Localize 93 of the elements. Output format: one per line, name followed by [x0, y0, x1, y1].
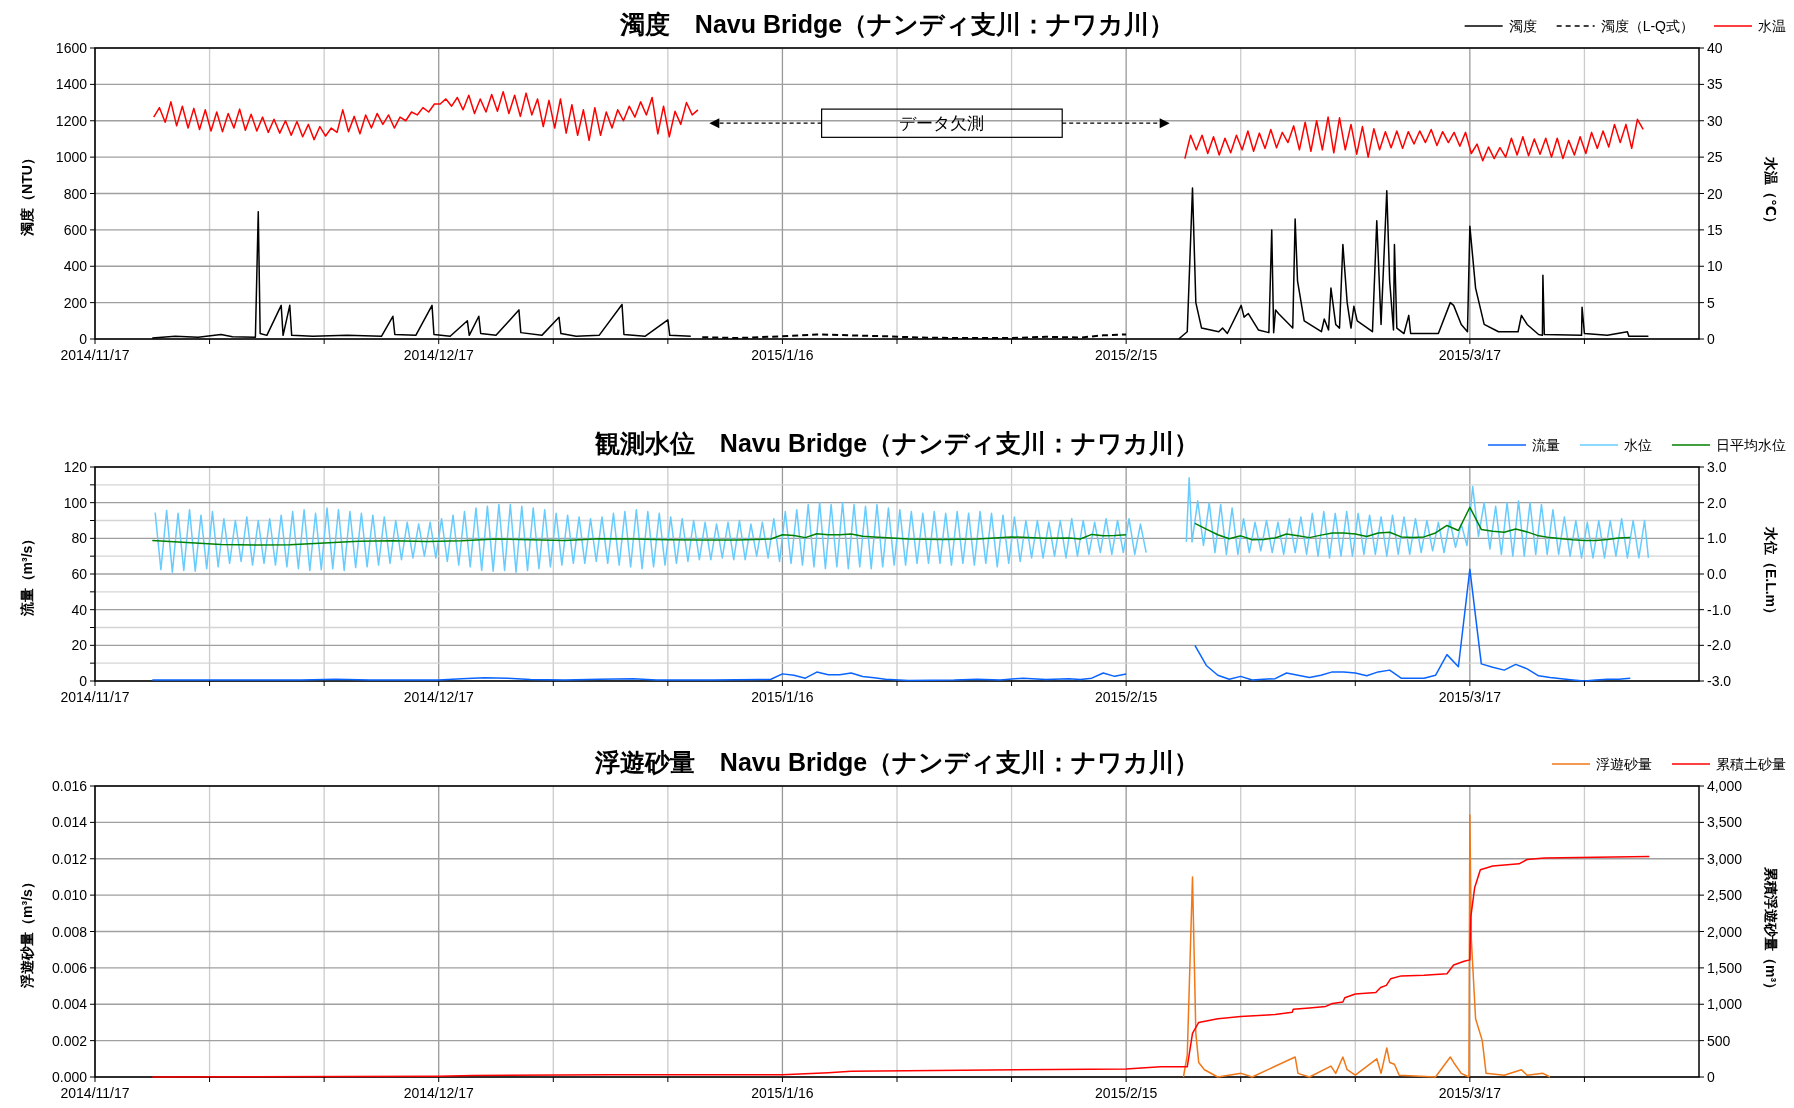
y2-tick-label: 3.0: [1707, 459, 1727, 475]
y2-tick-label: 40: [1707, 40, 1723, 56]
y-tick-label: 1400: [55, 76, 88, 93]
y2-tick-label: 35: [1707, 76, 1723, 93]
y2-tick-label: 0.0: [1707, 566, 1727, 582]
y2-tick-label: 1,000: [1707, 996, 1743, 1013]
legend-label: 日平均水位: [1716, 437, 1786, 453]
y-axis-title: 流量（m³/s）: [19, 531, 35, 618]
y-tick-label: 0.006: [51, 959, 88, 976]
y2-tick-label: 500: [1707, 1032, 1731, 1049]
y2-tick-label: 20: [1707, 185, 1723, 202]
x-tick-label: 2015/2/15: [1094, 1085, 1158, 1101]
y-tick-label: 60: [71, 566, 88, 582]
y2-tick-label: 15: [1707, 221, 1723, 238]
x-tick-label: 2014/12/17: [403, 1085, 474, 1101]
x-tick-label: 2014/12/17: [403, 347, 474, 363]
y2-axis-title: 水位（E.L.m）: [1763, 525, 1779, 622]
y2-tick-label: 3,500: [1707, 814, 1743, 831]
y-tick-label: 800: [63, 185, 88, 202]
y-tick-label: 0.008: [51, 923, 88, 940]
y-tick-label: 400: [63, 258, 88, 275]
line-series: [152, 90, 699, 142]
x-tick-label: 2015/3/17: [1438, 1085, 1502, 1101]
legend-label: 流量: [1532, 437, 1560, 453]
line-series: [151, 671, 1127, 682]
x-tick-label: 2014/12/17: [403, 689, 474, 705]
y-tick-label: 200: [63, 294, 88, 311]
y2-tick-label: 1.0: [1707, 530, 1727, 547]
legend-label: 水温: [1758, 18, 1786, 34]
y2-tick-label: 2.0: [1707, 494, 1727, 511]
chart-title: 浮遊砂量 Navu Bridge（ナンディ支川：ナワカ川）: [593, 748, 1200, 776]
y2-tick-label: -3.0: [1707, 673, 1732, 689]
y-tick-label: 0.000: [51, 1069, 88, 1085]
line-series: [1182, 814, 1551, 1078]
y2-tick-label: 10: [1707, 258, 1723, 275]
x-tick-label: 2015/1/16: [751, 347, 814, 363]
y-tick-label: 0.002: [51, 1032, 88, 1049]
legend-label: 濁度（L-Q式）: [1600, 18, 1694, 34]
x-tick-label: 2015/2/15: [1094, 689, 1158, 705]
y-tick-label: 1600: [55, 40, 88, 56]
y-tick-label: 0: [79, 673, 88, 689]
chart-title: 観測水位 Navu Bridge（ナンディ支川：ナワカ川）: [593, 429, 1200, 457]
y2-tick-label: 0: [1707, 1069, 1715, 1085]
y2-tick-label: -2.0: [1707, 637, 1732, 654]
legend-label: 累積土砂量: [1716, 756, 1786, 772]
y-tick-label: 0.010: [51, 887, 88, 904]
x-tick-label: 2014/11/17: [60, 347, 130, 363]
x-tick-label: 2015/3/17: [1438, 347, 1502, 363]
line-series: [1194, 506, 1632, 542]
legend-label: 浮遊砂量: [1596, 756, 1652, 772]
y-tick-label: 0.016: [51, 778, 88, 794]
line-series: [1194, 568, 1632, 682]
y2-axis-title: 累積浮遊砂量（m³）: [1763, 865, 1779, 997]
chart-title: 濁度 Navu Bridge（ナンディ支川：ナワカ川）: [618, 10, 1175, 38]
y2-tick-label: 25: [1707, 149, 1723, 166]
y-tick-label: 0.012: [51, 850, 88, 867]
y2-tick-label: 1,500: [1707, 959, 1743, 976]
line-series: [1185, 476, 1650, 559]
y2-tick-label: 30: [1707, 112, 1723, 129]
y2-tick-label: 5: [1707, 294, 1715, 311]
annotation: データ欠測: [899, 114, 985, 134]
y2-tick-label: 4,000: [1707, 778, 1743, 794]
x-tick-label: 2015/2/15: [1094, 347, 1158, 363]
x-tick-label: 2015/1/16: [751, 689, 814, 705]
legend-label: 濁度: [1508, 18, 1537, 34]
y-axis-title: 濁度（NTU）: [19, 151, 35, 237]
y2-tick-label: 0: [1707, 331, 1715, 347]
y-tick-label: 80: [71, 530, 88, 547]
legend-label: 水位: [1624, 437, 1652, 453]
x-tick-label: 2015/1/16: [751, 1085, 814, 1101]
y-tick-label: 600: [63, 221, 88, 238]
line-series: [1184, 116, 1644, 162]
y-tick-label: 40: [71, 601, 88, 618]
line-series: [154, 501, 1147, 573]
y2-tick-label: -1.0: [1707, 601, 1732, 618]
y-tick-label: 120: [63, 459, 88, 475]
y-tick-label: 1000: [55, 149, 88, 166]
line-series: [151, 855, 1651, 1078]
x-tick-label: 2014/11/17: [60, 689, 130, 705]
y-tick-label: 0.014: [51, 814, 88, 831]
y2-axis-title: 水温（℃）: [1763, 156, 1779, 230]
x-tick-label: 2014/11/17: [60, 1085, 130, 1101]
line-series: [151, 532, 1127, 546]
y-tick-label: 1200: [55, 112, 88, 129]
y-tick-label: 20: [71, 637, 88, 654]
y-axis-title: 浮遊砂量（m³/s）: [19, 875, 35, 989]
y2-tick-label: 2,500: [1707, 887, 1743, 904]
y-tick-label: 0: [79, 331, 88, 347]
y-tick-label: 100: [63, 494, 88, 511]
y-tick-label: 0.004: [51, 996, 88, 1013]
y2-tick-label: 2,000: [1707, 923, 1743, 940]
y2-tick-label: 3,000: [1707, 850, 1743, 867]
x-tick-label: 2015/3/17: [1438, 689, 1502, 705]
